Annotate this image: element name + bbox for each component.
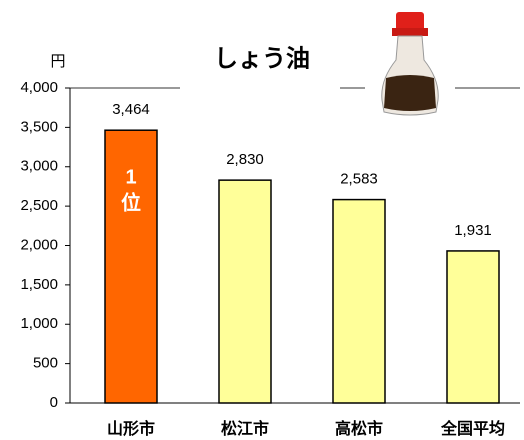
y-tick-label: 3,500	[20, 118, 58, 135]
bar	[219, 180, 271, 403]
y-tick-label: 1,500	[20, 276, 58, 293]
value-label: 2,583	[340, 171, 378, 188]
x-tick-label: 山形市	[107, 419, 155, 438]
x-tick-label: 松江市	[221, 419, 269, 438]
y-tick-label: 2,500	[20, 197, 58, 214]
y-tick-label: 3,000	[20, 158, 58, 175]
bar	[447, 251, 499, 403]
y-tick-label: 1,000	[20, 315, 58, 332]
value-label: 2,830	[226, 151, 264, 168]
rank-annotation: 位	[121, 190, 141, 214]
chart: しょう油 円 0 500 1,000 1,500 2,000 2,500 3,000 3,50…	[0, 0, 524, 440]
y-tick-label: 2,000	[20, 236, 58, 253]
y-tick-label: 0	[50, 394, 58, 411]
rank-annotation: 1	[125, 166, 136, 188]
value-label: 3,464	[112, 101, 150, 118]
value-label: 1,931	[454, 222, 492, 239]
x-tick-label: 高松市	[335, 419, 383, 438]
bar	[333, 200, 385, 403]
y-tick-label: 500	[33, 355, 58, 372]
y-tick-label: 4,000	[20, 79, 58, 96]
y-unit: 円	[50, 53, 65, 70]
x-tick-label: 全国平均	[440, 419, 505, 438]
chart-title: しょう油	[214, 45, 310, 72]
